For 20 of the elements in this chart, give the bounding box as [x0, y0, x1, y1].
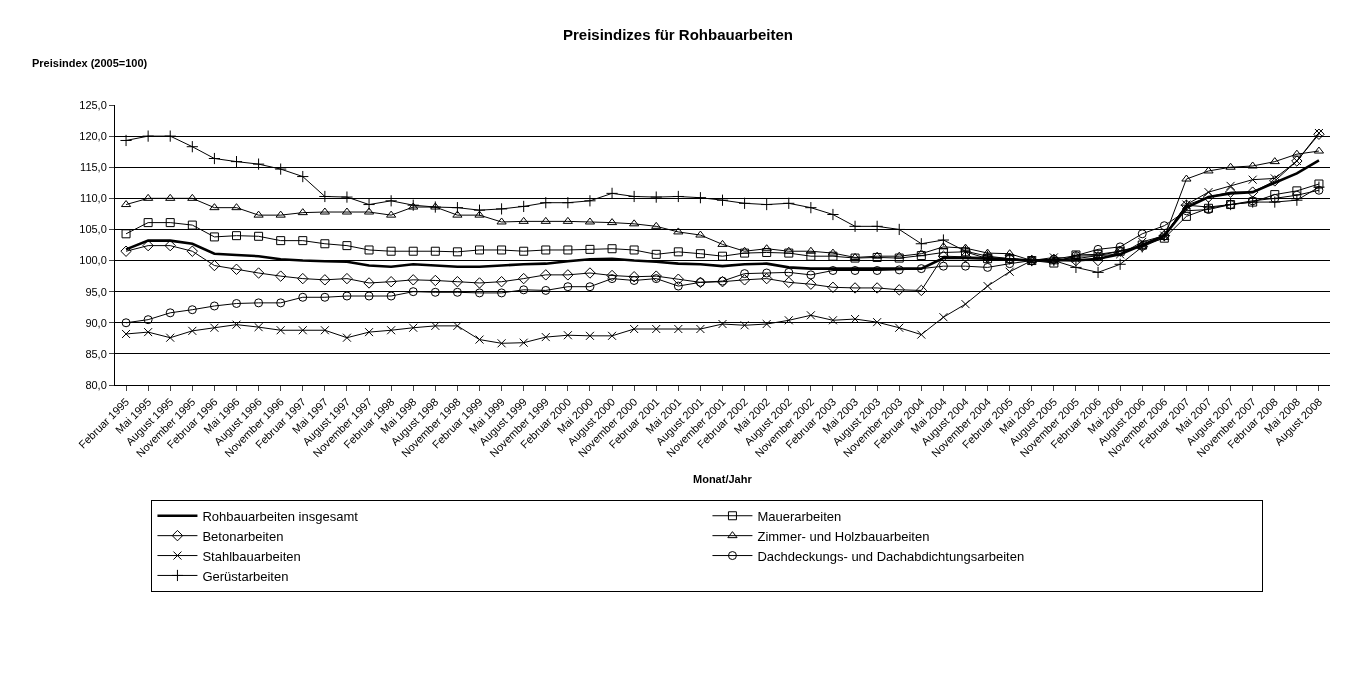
- legend-label: Dachdeckungs- und Dachabdichtungsarbeiten: [757, 548, 1025, 564]
- y-tick-label: 100,0: [79, 254, 107, 267]
- y-tick-label: 110,0: [80, 192, 107, 205]
- chart-title: Preisindizes für Rohbauarbeiten: [562, 26, 794, 44]
- y-tick-label: 125,0: [79, 98, 107, 111]
- y-tick-label: 95,0: [85, 285, 107, 298]
- y-tick-label: 105,0: [79, 223, 107, 236]
- y-tick-label: 80,0: [85, 378, 107, 391]
- y-tick-label: 90,0: [85, 316, 107, 329]
- y-axis-title: Preisindex (2005=100): [32, 57, 148, 69]
- y-tick-label: 120,0: [79, 129, 107, 142]
- x-axis-title: Monat/Jahr: [693, 473, 753, 485]
- legend-label: Gerüstarbeiten: [202, 568, 289, 584]
- legend-label: Zimmer- und Holzbauarbeiten: [757, 528, 930, 544]
- legend-label: Rohbauarbeiten insgesamt: [202, 508, 359, 524]
- legend-label: Betonarbeiten: [202, 528, 284, 544]
- y-tick-label: 85,0: [85, 347, 107, 360]
- y-tick-label: 115,0: [80, 161, 107, 174]
- legend-label: Stahlbauarbeiten: [202, 548, 301, 564]
- legend-label: Mauerarbeiten: [757, 508, 842, 524]
